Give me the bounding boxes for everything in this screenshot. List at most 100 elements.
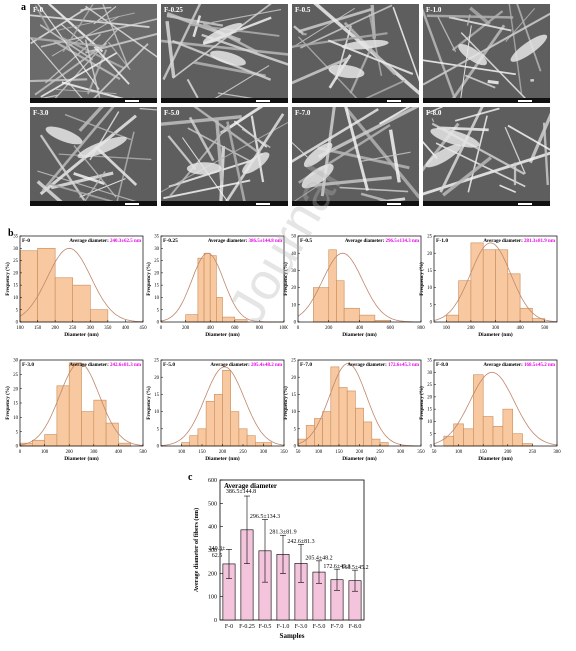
x-axis-label: Diameter (nm) — [478, 455, 513, 462]
sem-scale-bar — [125, 203, 139, 205]
x-tick-label: 300 — [90, 450, 98, 455]
x-tick-label: 200 — [219, 450, 227, 455]
y-tick-label: 0 — [16, 321, 19, 326]
y-tick-label: 5 — [157, 308, 160, 313]
y-tick-label: 0 — [430, 445, 433, 450]
x-tick-label: F-5.0 — [313, 624, 326, 630]
histogram-bar — [182, 443, 190, 446]
y-tick-label: 10 — [154, 410, 159, 415]
histogram-bar — [339, 388, 347, 446]
x-tick-label: 150 — [480, 450, 488, 455]
y-tick-label: 0 — [157, 321, 160, 326]
x-tick-label: 400 — [207, 326, 215, 331]
histogram-bar — [483, 417, 493, 446]
y-tick-label: 20 — [154, 271, 159, 276]
histogram-bar — [90, 310, 108, 322]
x-axis-label: Diameter (nm) — [342, 331, 377, 338]
x-tick-label: 150 — [335, 450, 343, 455]
x-tick-label: 150 — [198, 450, 206, 455]
y-tick-label: 20 — [427, 395, 432, 400]
x-tick-label: 800 — [256, 326, 264, 331]
value-label: 296.5±134.3 — [250, 514, 280, 520]
sem-info-bar — [423, 201, 550, 206]
x-tick-label: F-0 — [225, 624, 233, 630]
y-tick-label: 35 — [13, 235, 18, 240]
y-tick-label: 15 — [13, 284, 18, 289]
y-tick-label: 15 — [291, 393, 296, 398]
sem-image-label: F-1.0 — [426, 6, 441, 14]
y-axis-label: Frequency (%) — [419, 386, 425, 420]
sem-image-f-3-0: F-3.0 — [30, 107, 157, 206]
histogram-bar — [214, 394, 222, 446]
y-tick-label: 0 — [157, 445, 160, 450]
sem-info-bar — [30, 98, 157, 103]
y-axis-label: Frequency (%) — [5, 386, 11, 420]
x-tick-label: 400 — [516, 326, 524, 331]
x-tick-label: 200 — [325, 326, 333, 331]
sample-label: F-5.0 — [163, 362, 175, 368]
x-tick-label: 200 — [52, 326, 60, 331]
x-tick-label: 100 — [315, 450, 323, 455]
x-tick-label: 300 — [87, 326, 95, 331]
average-diameter-label: Average diameter: 205.4±48.2 nm — [210, 363, 283, 368]
y-tick-label: 20 — [291, 376, 296, 381]
y-tick-label: 35 — [427, 359, 432, 364]
y-tick-label: 10 — [154, 296, 159, 301]
x-tick-label: 400 — [115, 450, 123, 455]
x-tick-label: 300 — [553, 450, 561, 455]
histogram-bar — [264, 443, 272, 446]
histogram-bar — [216, 297, 222, 322]
sample-label: F-0 — [22, 238, 30, 244]
y-tick-label: 10 — [291, 410, 296, 415]
value-label: 240.3±62.5 — [209, 546, 227, 559]
histogram-bar — [210, 256, 216, 322]
sample-label: F-7.0 — [300, 362, 312, 368]
histogram-bar — [380, 443, 388, 446]
sem-image-label: F-3.0 — [33, 109, 48, 117]
average-diameter-label: Average diameter: 386.5±144.8 nm — [208, 239, 283, 244]
histogram-bar — [186, 315, 198, 322]
value-label: 281.3±81.9 — [269, 530, 296, 536]
x-tick-label: F-0.25 — [239, 624, 255, 630]
y-tick-label: 10 — [427, 286, 432, 291]
histogram-bar — [513, 434, 523, 446]
sem-info-bar — [161, 201, 288, 206]
x-axis-label: Diameter (nm) — [205, 331, 240, 338]
histogram-bar — [313, 288, 328, 322]
y-tick-label: 500 — [208, 501, 217, 507]
y-tick-label: 20 — [427, 252, 432, 257]
x-tick-label: 350 — [104, 326, 112, 331]
y-tick-label: 30 — [154, 247, 159, 252]
x-tick-label: 0 — [297, 326, 300, 331]
y-tick-label: 25 — [154, 359, 159, 364]
sem-image-f-0-5: F-0.5 — [292, 4, 419, 103]
value-label: 168.5±45.2 — [341, 565, 368, 571]
y-tick-label: 15 — [154, 284, 159, 289]
x-tick-label: 400 — [122, 326, 130, 331]
histogram-bar — [206, 401, 214, 446]
histogram-bar — [20, 251, 38, 322]
x-tick-label: 600 — [231, 326, 239, 331]
sem-info-bar — [292, 98, 419, 103]
y-tick-label: 25 — [427, 383, 432, 388]
sem-scale-bar — [125, 100, 139, 102]
y-tick-label: 0 — [294, 321, 297, 326]
sample-label: F-8.0 — [436, 362, 448, 368]
x-tick-label: F-3.0 — [295, 624, 308, 630]
x-tick-label: 150 — [34, 326, 42, 331]
y-tick-label: 0 — [16, 445, 19, 450]
histogram-bar — [38, 248, 56, 322]
histogram-bar — [239, 429, 247, 446]
y-tick-label: 10 — [427, 420, 432, 425]
sem-scale-bar — [387, 203, 401, 205]
sem-image-f-0-25: F-0.25 — [161, 4, 288, 103]
x-tick-label: 200 — [504, 450, 512, 455]
y-tick-label: 25 — [154, 259, 159, 264]
y-tick-label: 15 — [154, 393, 159, 398]
y-axis-label: Frequency (%) — [146, 262, 152, 296]
histogram-bar — [247, 436, 255, 446]
